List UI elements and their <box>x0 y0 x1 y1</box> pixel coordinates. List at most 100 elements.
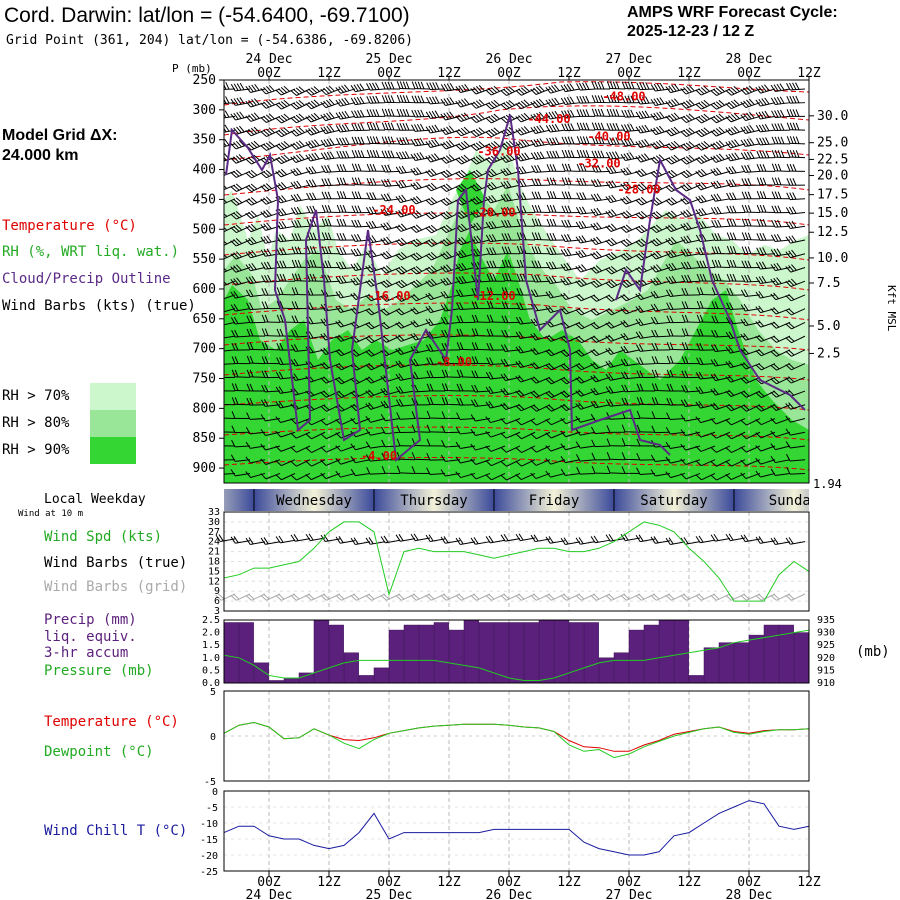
top-date-label: 24 Dec <box>246 52 293 67</box>
wind-barb <box>620 210 641 219</box>
wind-barb <box>621 123 641 132</box>
weekday-label: Saturday <box>640 493 707 509</box>
wind-barb <box>710 533 731 542</box>
precip-tick-label: 0.0 <box>202 678 220 689</box>
wind-barb <box>365 454 386 462</box>
wind-barb <box>275 113 296 124</box>
temperature-panel: 5 0 -5 <box>204 687 810 788</box>
top-time-tick-label: 00Z <box>257 66 281 81</box>
wind-barb <box>515 445 536 454</box>
wind-barb <box>291 246 311 255</box>
wind-barb <box>381 122 401 131</box>
wind-barb <box>755 404 776 412</box>
wind-barb <box>756 232 776 241</box>
wind-barb <box>224 110 236 119</box>
wind-barb <box>635 197 656 206</box>
wind-barb <box>590 374 611 383</box>
wind-barb <box>276 357 296 365</box>
wind-barb <box>771 136 791 145</box>
wind-barb <box>351 109 371 119</box>
wind-barb <box>770 443 791 451</box>
wind-barb <box>620 137 641 147</box>
wind-barb <box>275 234 296 243</box>
wind-barb <box>560 443 581 451</box>
bottom-date-label: 25 Dec <box>366 888 413 900</box>
wind-barb <box>515 375 536 383</box>
wind-barb <box>606 425 626 433</box>
wind-barb <box>231 439 251 448</box>
wind-barb <box>560 96 581 106</box>
legend-wind-barbs-true: Wind Barbs (true) <box>44 555 188 571</box>
wind-barb <box>725 375 746 383</box>
wind-barb <box>545 124 566 133</box>
wind-barb <box>576 109 596 117</box>
wind-barb <box>260 593 281 601</box>
wind-barb <box>500 472 521 481</box>
wind-barb <box>756 218 776 227</box>
precip-axis: 0.0 0.51.0 1.52.0 2.5 <box>202 615 220 689</box>
pressure-tick-label: 900 <box>193 461 216 476</box>
wind-barb <box>336 177 356 186</box>
wind-barb <box>395 386 416 394</box>
wind-barb <box>335 334 356 342</box>
precip-bar <box>643 624 659 684</box>
wind-barb <box>305 459 326 467</box>
wind-barb <box>561 109 581 119</box>
forecast-cycle-value: 2025-12-23 / 12 Z <box>627 23 755 40</box>
wind-barb <box>396 151 416 160</box>
wind-barb <box>290 113 311 124</box>
wind-barb <box>290 180 311 189</box>
pressure-tick-label: 550 <box>193 252 216 267</box>
wind-barb <box>336 137 356 146</box>
wind-barb <box>261 370 281 379</box>
wind-barb <box>366 122 386 131</box>
wind-barb <box>410 320 431 328</box>
wind-barb <box>245 289 266 298</box>
wind-barb <box>320 111 341 122</box>
wind-barb <box>740 431 761 440</box>
wind-barb <box>440 169 461 178</box>
wind-barb <box>591 150 611 159</box>
wind-barb <box>380 535 401 544</box>
wind-barb <box>725 86 746 96</box>
bottom-time-tick-label: 12Z <box>557 875 581 890</box>
weekday-cell <box>374 489 494 511</box>
wind-barb <box>650 111 671 121</box>
wind-barb <box>260 443 281 451</box>
legend-wind-barbs-grid: Wind Barbs (grid) <box>44 579 188 595</box>
wind-barb <box>321 218 341 227</box>
wind-barb <box>246 302 266 311</box>
wind-barb <box>575 593 596 601</box>
wind-barb <box>636 383 656 392</box>
precip-bar <box>373 667 389 684</box>
wind-barb <box>771 219 791 228</box>
wind-barb <box>335 97 356 107</box>
wind-barb <box>486 287 506 296</box>
height-tick-label: 17.5 <box>817 188 848 203</box>
wind-barb <box>591 122 611 131</box>
wind-barb <box>275 535 296 544</box>
wind-barb <box>224 390 236 392</box>
wind-barb <box>260 85 281 95</box>
wind-barb <box>471 301 491 310</box>
precip-bar <box>478 622 494 684</box>
wind-barb <box>665 289 686 297</box>
rh-legend-90: RH > 90% <box>2 442 70 458</box>
wind-barb <box>530 418 551 426</box>
wind-speed-line <box>223 521 810 602</box>
wind-barb <box>546 204 566 214</box>
wind-barb <box>230 139 251 150</box>
wind-barb <box>741 260 761 269</box>
wind-barb <box>546 191 566 200</box>
wind-barb <box>785 415 806 423</box>
wind-barb <box>755 334 776 342</box>
wind-barb <box>575 335 596 344</box>
wind-barb <box>380 308 401 316</box>
wind-barb <box>771 163 791 172</box>
wind-barb <box>605 209 626 218</box>
wind-barb <box>545 97 566 107</box>
precip-bar <box>358 675 374 684</box>
precip-tick-label: 0.5 <box>202 665 220 676</box>
wind-speed-tick-label: 18 <box>208 557 220 568</box>
wind-barb <box>350 96 371 106</box>
